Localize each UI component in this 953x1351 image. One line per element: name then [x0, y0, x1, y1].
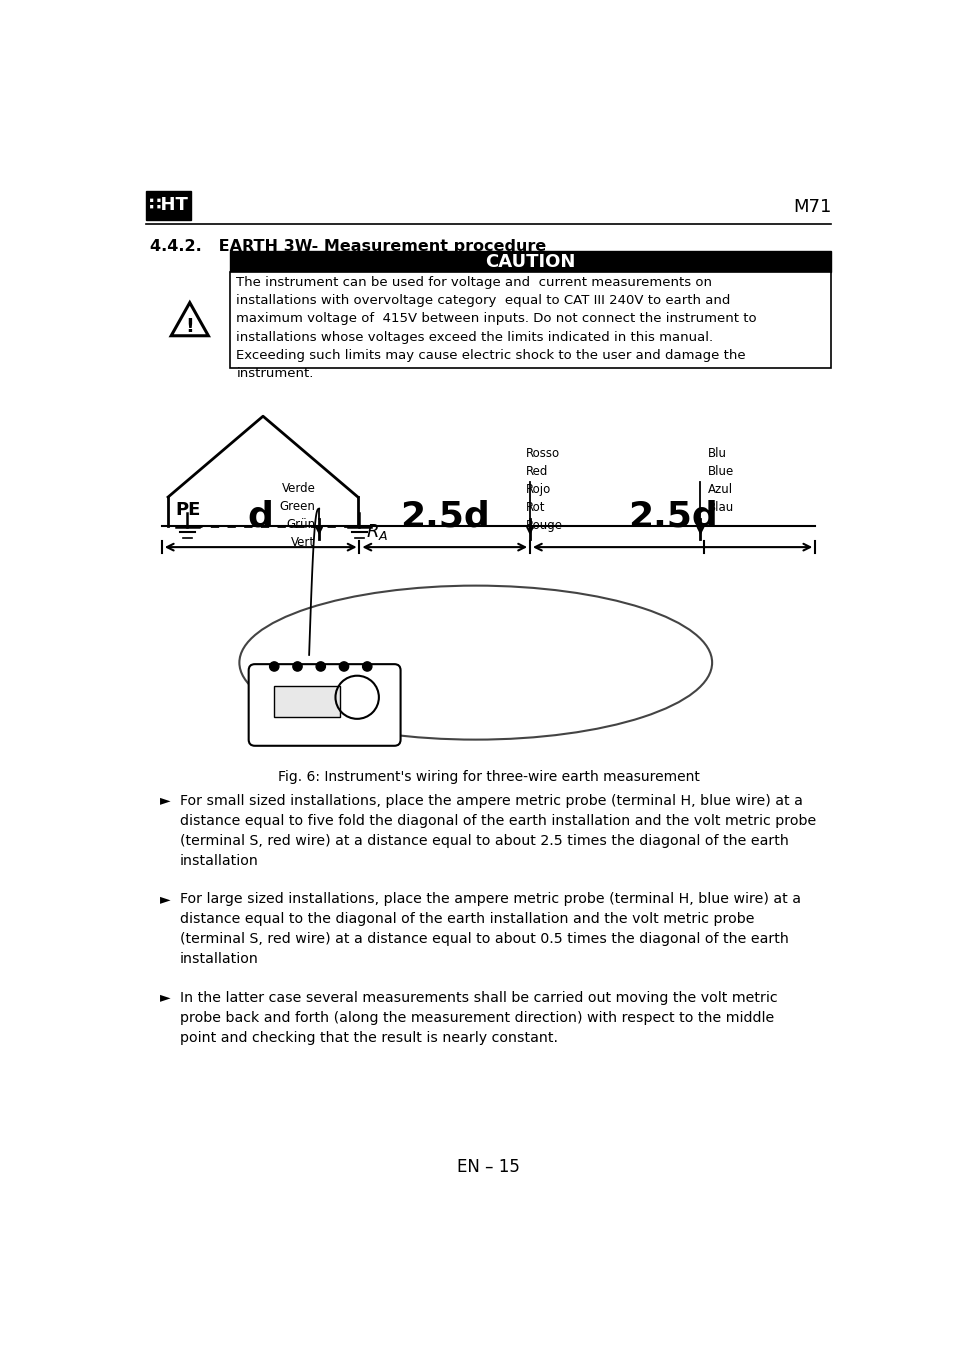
Text: The instrument can be used for voltage and  current measurements on
installation: The instrument can be used for voltage a…	[236, 276, 756, 380]
Text: CAUTION: CAUTION	[485, 253, 575, 270]
Text: M71: M71	[792, 197, 831, 216]
Text: Rosso
Red
Rojo
Rot
Rouge: Rosso Red Rojo Rot Rouge	[525, 447, 562, 532]
Text: d: d	[248, 500, 274, 534]
Text: For large sized installations, place the ampere metric probe (terminal H, blue w: For large sized installations, place the…	[179, 892, 800, 966]
Circle shape	[339, 662, 348, 671]
Text: $R_A$: $R_A$	[365, 521, 388, 542]
Text: In the latter case several measurements shall be carried out moving the volt met: In the latter case several measurements …	[179, 990, 777, 1044]
Text: ►: ►	[159, 892, 170, 907]
Text: 2.5d: 2.5d	[399, 500, 489, 534]
Text: 2.5d: 2.5d	[627, 500, 717, 534]
Text: EN – 15: EN – 15	[457, 1158, 519, 1175]
Text: For small sized installations, place the ampere metric probe (terminal H, blue w: For small sized installations, place the…	[179, 793, 815, 867]
Text: Verde
Green
Grün
Vert: Verde Green Grün Vert	[279, 482, 315, 549]
Text: 4.4.2.   EARTH 3W- Measurement procedure: 4.4.2. EARTH 3W- Measurement procedure	[150, 239, 546, 254]
Circle shape	[270, 662, 278, 671]
Text: !: !	[185, 317, 194, 336]
Bar	[230, 251, 830, 273]
Text: ►: ►	[159, 990, 170, 1005]
Text: ►: ►	[159, 793, 170, 808]
Text: ∷HT: ∷HT	[149, 196, 189, 215]
Text: Blu
Blue
Azul
Blau: Blu Blue Azul Blau	[707, 447, 734, 513]
Bar	[274, 686, 340, 716]
Text: PE: PE	[174, 501, 200, 519]
Bar	[146, 190, 192, 220]
FancyBboxPatch shape	[249, 665, 400, 746]
Bar	[230, 273, 830, 369]
Text: Fig. 6: Instrument's wiring for three-wire earth measurement: Fig. 6: Instrument's wiring for three-wi…	[277, 770, 700, 785]
Circle shape	[362, 662, 372, 671]
Circle shape	[293, 662, 302, 671]
Circle shape	[315, 662, 325, 671]
